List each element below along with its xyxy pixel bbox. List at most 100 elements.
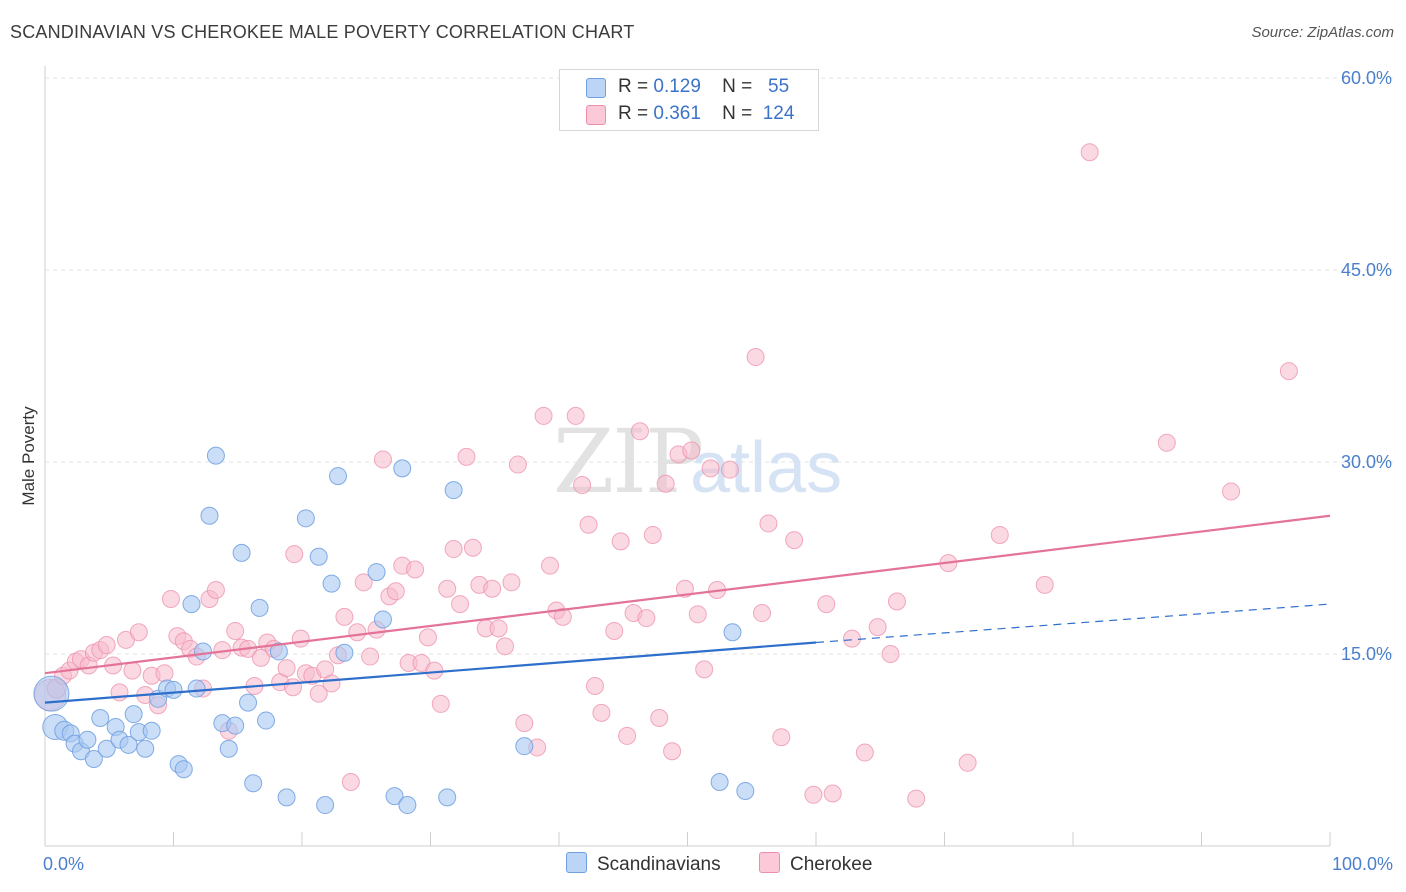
cherokee-point (823, 784, 842, 803)
cherokee-point (753, 604, 772, 623)
legend-swatch-scandinavians (586, 78, 606, 98)
scandinavian-point (736, 781, 755, 800)
series-legend-cherokee: Cherokee (759, 852, 872, 876)
cherokee-point (746, 348, 765, 367)
cherokee-point (695, 660, 714, 679)
cherokee-point (907, 789, 926, 808)
scandinavian-point (316, 796, 335, 815)
cherokee-point (354, 573, 373, 592)
scandinavian-point (194, 642, 213, 661)
cherokee-point (534, 406, 553, 425)
cherokee-point (406, 560, 425, 579)
cherokee-point (643, 525, 662, 544)
cherokee-point (335, 607, 354, 626)
cherokee-point (463, 538, 482, 557)
series-swatch-scandinavians (566, 852, 587, 873)
scandinavian-points (33, 446, 755, 815)
x-tick-label: 0.0% (43, 854, 84, 874)
cherokee-point (155, 664, 174, 683)
cherokee-point (496, 637, 515, 656)
trend-lines (44, 514, 1331, 704)
scandinavian-trend-extension (815, 603, 1331, 644)
scandinavian-point (174, 760, 193, 779)
scandinavian-point (124, 705, 143, 724)
scandinavian-point (250, 598, 269, 617)
scandinavian-point (142, 721, 161, 740)
cherokee-point (1222, 482, 1241, 501)
y-tick-label: 45.0% (1341, 260, 1392, 280)
cherokee-point (785, 531, 804, 550)
cherokee-point (701, 459, 720, 478)
cherokee-point (720, 460, 739, 479)
cherokee-point (508, 455, 527, 474)
legend-n-value-scandinavians: 55 (768, 76, 790, 97)
cherokee-point (129, 623, 148, 642)
cherokee-point (285, 545, 304, 564)
chart-title: SCANDINAVIAN VS CHEROKEE MALE POVERTY CO… (10, 22, 635, 42)
cherokee-point (1279, 362, 1298, 381)
cherokee-point (1035, 575, 1054, 594)
scandinavian-trend-line (44, 641, 817, 704)
cherokee-point (675, 579, 694, 598)
cherokee-point (97, 636, 116, 655)
cherokee-point (817, 595, 836, 614)
cherokee-point (291, 629, 310, 648)
cherokee-point (585, 677, 604, 695)
scandinavian-point (398, 796, 417, 815)
cherokee-point (868, 618, 887, 637)
scandinavian-point (438, 788, 457, 807)
x-tick-label: 100.0% (1332, 854, 1393, 874)
cherokee-point (431, 694, 450, 713)
scandinavian-point (277, 788, 296, 807)
cherokee-point (579, 515, 598, 534)
cherokee-point (772, 728, 791, 747)
cherokee-point (444, 540, 463, 559)
cherokee-point (161, 589, 180, 608)
cherokee-point (663, 742, 682, 761)
cherokee-point (592, 703, 611, 722)
cherokee-point (483, 579, 502, 598)
scandinavian-point (164, 680, 183, 699)
cherokee-point (206, 581, 225, 599)
cherokee-point (502, 573, 521, 592)
scandinavian-point (373, 610, 392, 629)
tick-labels: 15.0% 30.0% 45.0% 60.0% 0.0% 100.0% (43, 68, 1393, 874)
cherokee-point (373, 450, 392, 469)
scandinavian-point (296, 509, 315, 528)
correlation-legend: R = 0.129 N = 55 R = 0.361 N = 124 (559, 69, 819, 131)
scandinavian-point (444, 481, 463, 500)
scandinavian-point (269, 642, 288, 661)
legend-r-label: R = (618, 103, 649, 124)
cherokee-point (990, 525, 1009, 544)
scandinavian-point (136, 739, 155, 758)
scandinavian-point (328, 467, 347, 486)
cherokee-point (277, 659, 296, 678)
cherokee-point (451, 595, 470, 614)
cherokee-point (656, 474, 675, 493)
scandinavian-point (78, 730, 97, 749)
scandinavian-point (710, 773, 729, 791)
cherokee-point (541, 556, 560, 575)
cherokee-point (515, 714, 534, 733)
series-legend-scandinavians: Scandinavians (566, 852, 721, 876)
y-tick-label: 15.0% (1341, 644, 1392, 664)
cherokee-point (251, 648, 270, 667)
cherokee-point (284, 678, 303, 697)
legend-r-value-scandinavians: 0.129 (653, 76, 701, 97)
grid-lines (45, 77, 1393, 655)
cherokee-point (348, 623, 367, 642)
cherokee-point (611, 532, 630, 551)
cherokee-point (489, 619, 508, 638)
legend-n-label: N = (722, 103, 753, 124)
scandinavian-point (84, 749, 103, 768)
cherokee-point (630, 422, 649, 441)
cherokee-point (341, 773, 360, 791)
series-label-scandinavians: Scandinavians (597, 854, 721, 875)
cherokee-point (759, 514, 778, 533)
legend-r-label: R = (618, 76, 649, 97)
cherokee-point (682, 441, 701, 460)
scandinavian-point (244, 774, 263, 793)
y-tick-label: 60.0% (1341, 68, 1392, 88)
scandinavian-point (232, 543, 251, 562)
